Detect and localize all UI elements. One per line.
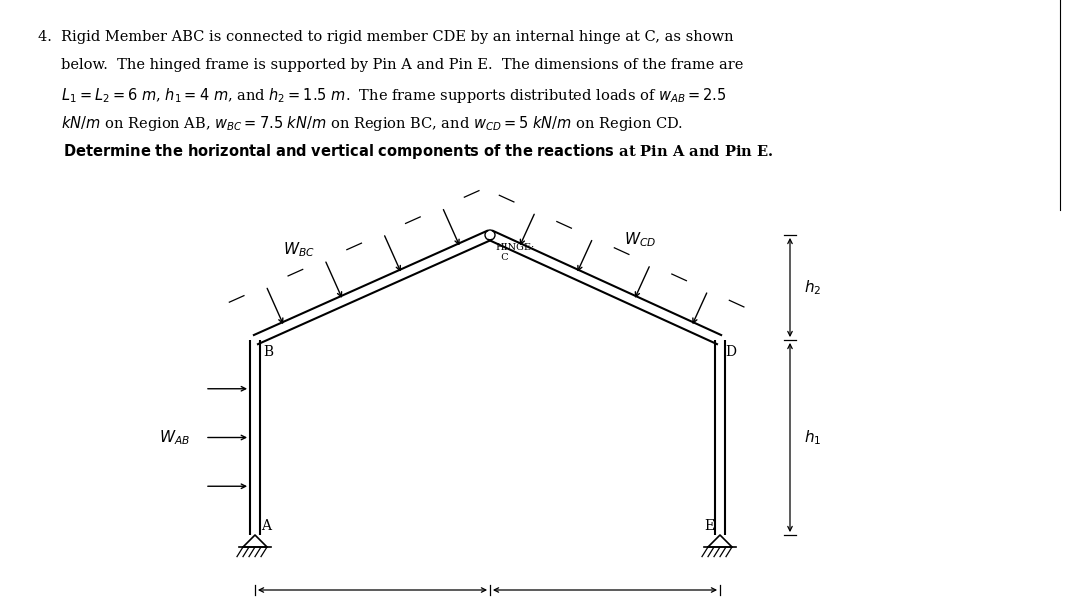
Text: $L_2$: $L_2$ <box>597 604 613 606</box>
Text: $\mathbf{Determine\ the\ horizontal\ and\ vertical\ components\ of\ the\ reactio: $\mathbf{Determine\ the\ horizontal\ and… <box>38 142 774 161</box>
Text: $W_{AB}$: $W_{AB}$ <box>159 428 190 447</box>
Text: below.  The hinged frame is supported by Pin A and Pin E.  The dimensions of the: below. The hinged frame is supported by … <box>38 58 743 72</box>
Text: HINGE:
  C: HINGE: C <box>494 243 535 262</box>
Text: 4.  Rigid Member ABC is connected to rigid member CDE by an internal hinge at C,: 4. Rigid Member ABC is connected to rigi… <box>38 30 734 44</box>
Text: E: E <box>704 519 714 533</box>
Text: $L_1$: $L_1$ <box>365 604 381 606</box>
Text: $W_{BC}$: $W_{BC}$ <box>283 240 315 259</box>
Text: $kN/m$ on Region AB, $w_{BC} = 7.5$ $kN/m$ on Region BC, and $w_{CD} = 5$ $kN/m$: $kN/m$ on Region AB, $w_{BC} = 7.5$ $kN/… <box>38 114 683 133</box>
Text: A: A <box>261 519 270 533</box>
Text: $h_2$: $h_2$ <box>804 278 821 297</box>
Text: $W_{CD}$: $W_{CD}$ <box>624 231 657 249</box>
Text: D: D <box>725 345 736 359</box>
Text: B: B <box>263 345 273 359</box>
Text: $L_1 = L_2 = 6$ $m$, $h_1 = 4$ $m$, and $h_2 = 1.5$ $m$.  The frame supports dis: $L_1 = L_2 = 6$ $m$, $h_1 = 4$ $m$, and … <box>38 86 727 105</box>
Text: $h_1$: $h_1$ <box>804 428 821 447</box>
